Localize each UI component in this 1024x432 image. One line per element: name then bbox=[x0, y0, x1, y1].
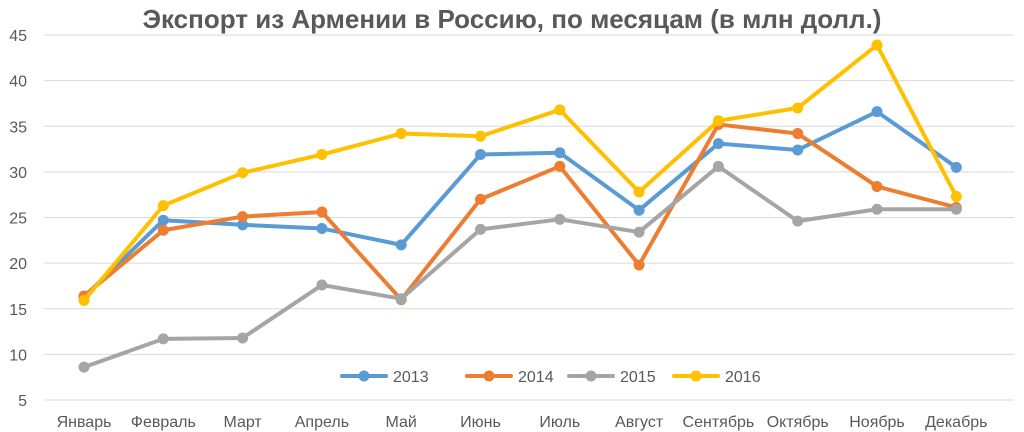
data-point bbox=[237, 167, 249, 179]
data-point bbox=[950, 161, 962, 173]
legend-swatch-marker bbox=[483, 370, 495, 382]
legend-label: 2015 bbox=[620, 369, 656, 386]
data-point bbox=[395, 293, 407, 305]
x-tick-label: Август bbox=[615, 414, 664, 431]
data-point bbox=[316, 279, 328, 291]
x-tick-label: Сентябрь bbox=[683, 414, 755, 431]
data-point bbox=[554, 160, 566, 172]
series-line bbox=[82, 43, 959, 303]
data-point bbox=[237, 211, 249, 223]
y-tick-label: 35 bbox=[9, 119, 27, 136]
x-tick-label: Ноябрь bbox=[849, 414, 905, 431]
data-point bbox=[157, 200, 169, 212]
legend-label: 2013 bbox=[393, 369, 429, 386]
data-point bbox=[316, 149, 328, 161]
legend: 2013 2014 2015 2016 bbox=[340, 369, 761, 386]
data-point bbox=[871, 106, 883, 118]
x-tick-label: Июнь bbox=[460, 414, 501, 431]
chart-title: Экспорт из Армении в Россию, по месяцам … bbox=[142, 4, 882, 34]
y-axis: 5 10 15 20 25 30 35 40 45 bbox=[9, 28, 27, 410]
data-point bbox=[871, 180, 883, 192]
y-tick-label: 30 bbox=[9, 165, 27, 182]
data-point bbox=[237, 219, 249, 231]
x-axis: Январь Февраль Март Апрель Май Июнь Июль Август… bbox=[57, 414, 988, 431]
data-point bbox=[792, 144, 804, 156]
data-point bbox=[792, 102, 804, 114]
x-tick-label: Декабрь bbox=[925, 414, 987, 431]
series-2014 bbox=[78, 118, 962, 306]
x-tick-label: Февраль bbox=[131, 414, 196, 431]
y-tick-label: 20 bbox=[9, 256, 27, 273]
y-tick-label: 15 bbox=[9, 302, 27, 319]
legend-swatch-marker bbox=[690, 370, 702, 382]
series-2013 bbox=[78, 106, 962, 303]
data-point bbox=[792, 128, 804, 140]
series-2015 bbox=[78, 160, 962, 373]
legend-item: 2013 bbox=[340, 369, 429, 386]
y-tick-label: 25 bbox=[9, 211, 27, 228]
data-point bbox=[316, 206, 328, 218]
x-tick-label: Июль bbox=[539, 414, 580, 431]
data-point bbox=[78, 361, 90, 373]
data-point bbox=[633, 204, 645, 216]
data-point bbox=[712, 115, 724, 127]
data-point bbox=[633, 259, 645, 271]
x-tick-label: Май bbox=[386, 414, 417, 431]
data-point bbox=[633, 226, 645, 238]
data-point bbox=[871, 203, 883, 215]
data-point bbox=[395, 128, 407, 140]
legend-label: 2014 bbox=[518, 369, 554, 386]
data-point bbox=[950, 191, 962, 203]
data-point bbox=[792, 215, 804, 227]
data-point bbox=[950, 203, 962, 215]
data-point bbox=[475, 149, 486, 161]
data-point bbox=[157, 224, 169, 236]
data-point bbox=[633, 186, 645, 198]
legend-item: 2015 bbox=[567, 369, 656, 386]
data-point bbox=[157, 333, 169, 345]
data-point bbox=[554, 104, 566, 116]
data-point bbox=[316, 222, 328, 234]
x-tick-label: Апрель bbox=[295, 414, 349, 431]
y-tick-label: 45 bbox=[9, 28, 27, 45]
series-line bbox=[82, 122, 959, 302]
y-tick-label: 10 bbox=[9, 347, 27, 364]
data-point bbox=[871, 39, 883, 51]
data-point bbox=[157, 214, 169, 226]
legend-swatch-marker bbox=[358, 370, 370, 382]
x-tick-label: Март bbox=[223, 414, 262, 431]
data-point bbox=[78, 295, 90, 307]
series-line bbox=[82, 164, 959, 370]
legend-item: 2016 bbox=[672, 369, 761, 386]
data-point bbox=[554, 147, 566, 159]
x-tick-label: Октябрь bbox=[767, 414, 829, 431]
data-point bbox=[712, 138, 724, 150]
legend-item: 2014 bbox=[465, 369, 554, 386]
data-point bbox=[712, 160, 724, 172]
series-2016 bbox=[78, 39, 962, 307]
data-point bbox=[475, 193, 486, 205]
legend-swatch-marker bbox=[585, 370, 597, 382]
data-point bbox=[554, 213, 566, 225]
data-point bbox=[237, 332, 249, 344]
x-tick-label: Январь bbox=[57, 414, 112, 431]
legend-label: 2016 bbox=[725, 369, 761, 386]
data-point bbox=[475, 223, 486, 235]
series-line bbox=[82, 109, 959, 299]
gridlines bbox=[44, 34, 1014, 401]
data-point bbox=[475, 130, 486, 142]
y-tick-label: 5 bbox=[18, 393, 27, 410]
data-point bbox=[395, 239, 407, 251]
y-tick-label: 40 bbox=[9, 74, 27, 91]
